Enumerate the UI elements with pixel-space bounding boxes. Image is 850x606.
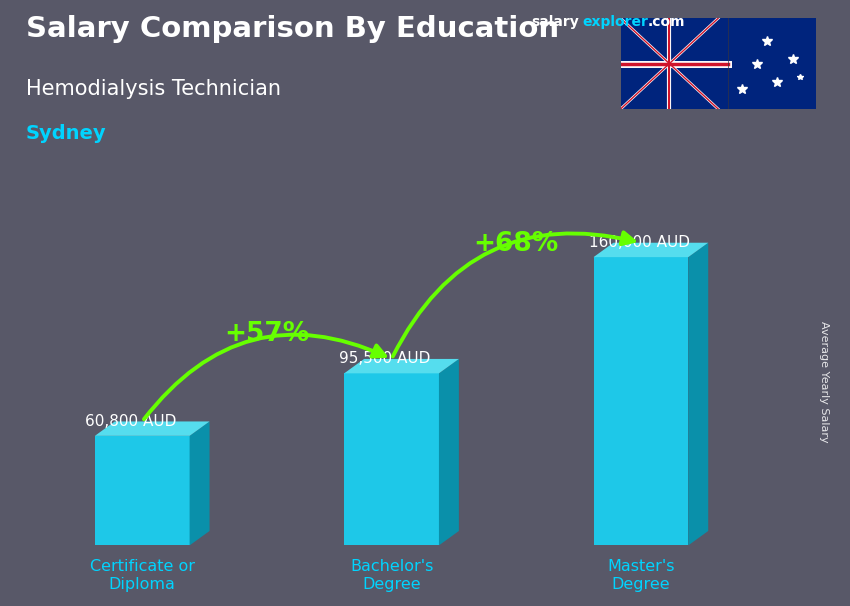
- Text: 160,000 AUD: 160,000 AUD: [588, 235, 689, 250]
- Text: 60,800 AUD: 60,800 AUD: [85, 414, 176, 428]
- Polygon shape: [344, 359, 459, 373]
- Polygon shape: [688, 243, 708, 545]
- Text: +68%: +68%: [473, 231, 558, 257]
- Text: Hemodialysis Technician: Hemodialysis Technician: [26, 79, 280, 99]
- Bar: [344, 373, 439, 545]
- Bar: [593, 257, 688, 545]
- Polygon shape: [190, 421, 210, 545]
- Bar: [728, 18, 816, 109]
- Text: Salary Comparison By Education: Salary Comparison By Education: [26, 15, 558, 43]
- Text: +57%: +57%: [224, 321, 309, 347]
- Text: Average Yearly Salary: Average Yearly Salary: [819, 321, 829, 442]
- Polygon shape: [439, 359, 459, 545]
- Bar: [95, 436, 190, 545]
- Text: salary: salary: [531, 15, 579, 29]
- Text: explorer: explorer: [582, 15, 648, 29]
- Polygon shape: [593, 243, 708, 257]
- Text: Sydney: Sydney: [26, 124, 106, 143]
- Polygon shape: [95, 421, 210, 436]
- Text: .com: .com: [648, 15, 685, 29]
- Text: 95,500 AUD: 95,500 AUD: [339, 351, 431, 366]
